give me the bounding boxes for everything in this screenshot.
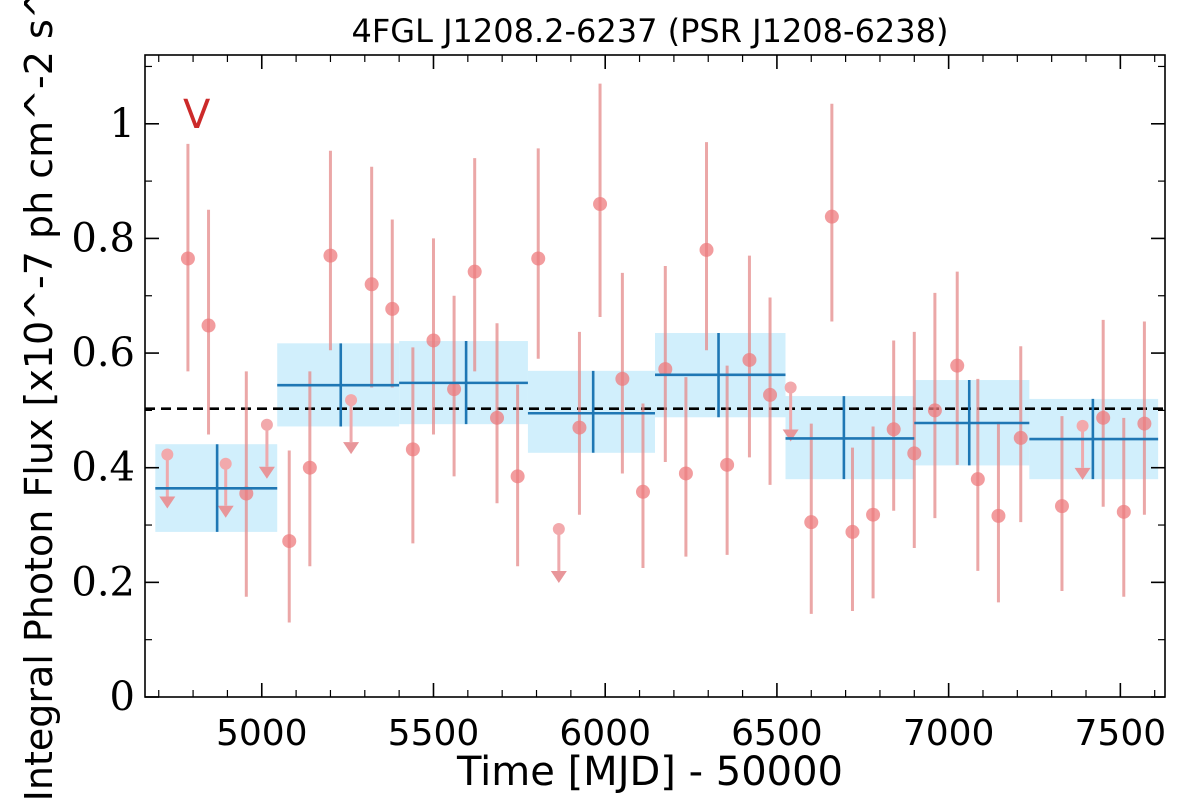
upper-limits-layer [159,381,1091,584]
data-point-21 [699,242,714,257]
data-point-20 [678,466,693,481]
limit-point-6 [1076,419,1089,432]
data-point-27 [845,524,860,539]
data-point-34 [991,508,1006,523]
limit-point-0 [161,448,174,461]
plot-frame [144,54,1166,698]
data-point-30 [907,446,922,461]
limit-arrow-6 [1074,467,1091,480]
x-tick-label-0: 5000 [216,713,308,754]
data-point-37 [1096,410,1111,425]
x-tick-label-2: 6000 [559,713,651,754]
data-point-8 [405,442,420,457]
bin-band-3 [527,370,655,453]
x-tick-label-3: 6500 [731,713,823,754]
data-point-38 [1116,504,1131,519]
data-point-39 [1137,416,1152,431]
y-tick-label-5: 1 [110,101,135,147]
limit-arrow-3 [343,442,360,455]
data-point-17 [615,371,630,386]
y-tick-label-2: 0.4 [71,445,135,491]
limit-point-1 [219,457,232,470]
data-point-32 [950,358,965,373]
data-point-1 [201,318,216,333]
data-point-22 [720,457,735,472]
limit-arrow-2 [258,466,275,479]
data-points-layer [180,83,1152,623]
limit-arrow-1 [217,505,234,518]
data-point-25 [804,515,819,530]
data-point-6 [364,277,379,292]
data-point-10 [447,382,462,397]
data-point-23 [742,352,757,367]
data-point-7 [385,301,400,316]
data-point-16 [593,197,608,212]
data-point-5 [323,248,338,263]
data-point-33 [970,472,985,487]
x-tick-label-4: 7000 [903,713,995,754]
data-point-29 [886,422,901,437]
x-axis-label: Time [MJD] - 50000 [456,749,843,795]
x-tick-label-1: 5500 [388,713,480,754]
data-point-15 [572,420,587,435]
y-tick-label-0: 0 [110,674,135,720]
data-point-24 [763,387,778,402]
data-point-3 [282,534,297,549]
ticks-layer: 5000 5500 6000 6500 7000 7500 0 0.2 0.4 0.6 0.8 1 [71,55,1166,754]
binned-markers-layer [155,333,1159,532]
data-point-36 [1054,499,1069,514]
y-tick-label-3: 0.6 [71,330,135,376]
variability-flag: V [183,92,211,138]
y-tick-label-1: 0.2 [71,559,135,605]
data-point-19 [658,362,673,377]
data-point-18 [635,484,650,499]
data-point-31 [927,403,942,418]
data-point-35 [1013,430,1028,445]
data-point-13 [510,469,525,484]
y-axis-label: Integral Photon Flux [x10^-7 ph cm^-2 s^… [17,0,61,800]
x-tick-label-5: 7500 [1075,713,1167,754]
y-tick-label-4: 0.8 [71,215,135,261]
limit-point-3 [345,394,358,407]
data-point-12 [490,410,505,425]
data-point-2 [239,486,254,501]
data-point-4 [302,460,317,475]
chart-title: 4FGL J1208.2-6237 (PSR J1208-6238) [352,12,949,50]
limit-arrow-0 [159,496,176,509]
limit-point-5 [784,381,797,394]
data-point-11 [467,264,482,279]
data-point-28 [866,507,881,522]
limit-arrow-5 [782,429,799,442]
limit-arrow-4 [550,571,567,584]
data-point-26 [824,209,839,224]
data-point-14 [531,251,546,266]
data-point-9 [426,333,441,348]
limit-point-2 [260,418,273,431]
limit-point-4 [552,523,565,536]
data-point-0 [180,251,195,266]
